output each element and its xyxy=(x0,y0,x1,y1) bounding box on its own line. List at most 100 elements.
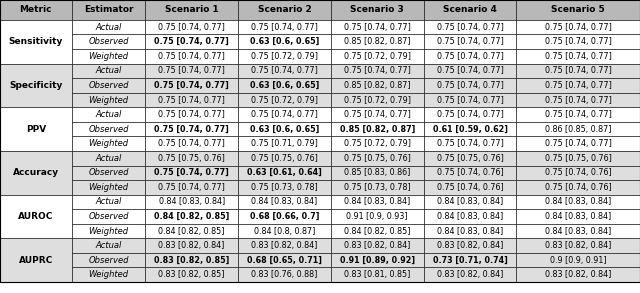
Bar xyxy=(0,151,72,195)
Bar xyxy=(424,151,516,166)
Bar xyxy=(331,180,424,195)
Bar xyxy=(424,253,516,268)
Bar xyxy=(516,35,640,49)
Text: 0.75 [0.74, 0.77]: 0.75 [0.74, 0.77] xyxy=(545,81,612,90)
Text: 0.75 [0.74, 0.77]: 0.75 [0.74, 0.77] xyxy=(344,67,411,75)
Text: 0.85 [0.82, 0.87]: 0.85 [0.82, 0.87] xyxy=(340,125,415,134)
Text: 0.75 [0.72, 0.79]: 0.75 [0.72, 0.79] xyxy=(344,52,411,61)
Text: 0.75 [0.74, 0.77]: 0.75 [0.74, 0.77] xyxy=(158,67,225,75)
Text: Actual: Actual xyxy=(95,197,122,207)
Text: 0.75 [0.74, 0.77]: 0.75 [0.74, 0.77] xyxy=(436,110,504,119)
Bar xyxy=(145,0,238,20)
Bar xyxy=(424,64,516,78)
Text: Weighted: Weighted xyxy=(88,270,129,279)
Text: 0.75 [0.74, 0.77]: 0.75 [0.74, 0.77] xyxy=(154,168,229,177)
Bar xyxy=(516,107,640,122)
Text: 0.75 [0.74, 0.77]: 0.75 [0.74, 0.77] xyxy=(436,37,504,46)
Bar xyxy=(331,93,424,107)
Bar xyxy=(331,224,424,239)
Bar xyxy=(145,209,238,224)
Text: 0.75 [0.74, 0.77]: 0.75 [0.74, 0.77] xyxy=(545,139,612,148)
Text: 0.84 [0.83, 0.84]: 0.84 [0.83, 0.84] xyxy=(344,197,410,207)
Text: 0.75 [0.74, 0.77]: 0.75 [0.74, 0.77] xyxy=(436,96,504,105)
Text: 0.83 [0.82, 0.85]: 0.83 [0.82, 0.85] xyxy=(154,256,229,265)
Bar xyxy=(72,224,145,239)
Bar xyxy=(238,268,331,282)
Text: 0.85 [0.82, 0.87]: 0.85 [0.82, 0.87] xyxy=(344,37,411,46)
Text: 0.75 [0.74, 0.77]: 0.75 [0.74, 0.77] xyxy=(158,52,225,61)
Bar xyxy=(72,180,145,195)
Text: 0.84 [0.82, 0.85]: 0.84 [0.82, 0.85] xyxy=(159,226,225,236)
Bar xyxy=(516,64,640,78)
Text: 0.83 [0.82, 0.84]: 0.83 [0.82, 0.84] xyxy=(545,270,611,279)
Bar xyxy=(516,49,640,64)
Bar xyxy=(0,239,72,282)
Text: 0.75 [0.74, 0.77]: 0.75 [0.74, 0.77] xyxy=(436,81,504,90)
Bar xyxy=(331,209,424,224)
Text: AUROC: AUROC xyxy=(18,212,54,221)
Bar xyxy=(145,253,238,268)
Bar xyxy=(516,166,640,180)
Bar xyxy=(72,137,145,151)
Text: 0.75 [0.74, 0.77]: 0.75 [0.74, 0.77] xyxy=(545,37,612,46)
Text: Scenario 5: Scenario 5 xyxy=(552,6,605,14)
Text: 0.84 [0.83, 0.84]: 0.84 [0.83, 0.84] xyxy=(545,226,611,236)
Bar xyxy=(331,268,424,282)
Bar xyxy=(331,78,424,93)
Text: 0.75 [0.74, 0.76]: 0.75 [0.74, 0.76] xyxy=(545,168,612,177)
Bar xyxy=(145,20,238,35)
Bar xyxy=(424,195,516,209)
Bar xyxy=(424,180,516,195)
Text: 0.83 [0.82, 0.84]: 0.83 [0.82, 0.84] xyxy=(437,270,503,279)
Text: Scenario 1: Scenario 1 xyxy=(165,6,218,14)
Text: 0.84 [0.83, 0.84]: 0.84 [0.83, 0.84] xyxy=(252,197,317,207)
Text: 0.75 [0.72, 0.79]: 0.75 [0.72, 0.79] xyxy=(251,96,318,105)
Bar xyxy=(331,20,424,35)
Text: Accuracy: Accuracy xyxy=(13,168,59,177)
Bar xyxy=(238,166,331,180)
Text: Sensitivity: Sensitivity xyxy=(9,37,63,46)
Text: 0.75 [0.74, 0.77]: 0.75 [0.74, 0.77] xyxy=(545,52,612,61)
Bar xyxy=(145,195,238,209)
Text: 0.61 [0.59, 0.62]: 0.61 [0.59, 0.62] xyxy=(433,125,508,134)
Text: 0.75 [0.74, 0.77]: 0.75 [0.74, 0.77] xyxy=(154,37,229,46)
Bar xyxy=(424,209,516,224)
Bar xyxy=(238,195,331,209)
Text: 0.75 [0.72, 0.79]: 0.75 [0.72, 0.79] xyxy=(344,139,411,148)
Text: 0.84 [0.82, 0.85]: 0.84 [0.82, 0.85] xyxy=(154,212,229,221)
Bar xyxy=(145,137,238,151)
Bar xyxy=(238,93,331,107)
Text: 0.75 [0.74, 0.77]: 0.75 [0.74, 0.77] xyxy=(436,23,504,32)
Bar xyxy=(238,35,331,49)
Text: 0.84 [0.83, 0.84]: 0.84 [0.83, 0.84] xyxy=(545,212,611,221)
Bar xyxy=(72,35,145,49)
Text: 0.91 [0.9, 0.93]: 0.91 [0.9, 0.93] xyxy=(346,212,408,221)
Text: 0.75 [0.74, 0.77]: 0.75 [0.74, 0.77] xyxy=(158,96,225,105)
Bar xyxy=(516,253,640,268)
Bar xyxy=(145,93,238,107)
Bar xyxy=(72,49,145,64)
Bar xyxy=(145,224,238,239)
Bar xyxy=(238,151,331,166)
Text: 0.75 [0.74, 0.76]: 0.75 [0.74, 0.76] xyxy=(436,183,504,192)
Bar xyxy=(0,20,72,64)
Text: Actual: Actual xyxy=(95,23,122,32)
Text: 0.83 [0.81, 0.85]: 0.83 [0.81, 0.85] xyxy=(344,270,410,279)
Bar xyxy=(145,49,238,64)
Bar xyxy=(516,78,640,93)
Bar xyxy=(72,0,145,20)
Text: 0.75 [0.73, 0.78]: 0.75 [0.73, 0.78] xyxy=(251,183,318,192)
Bar xyxy=(331,195,424,209)
Text: Scenario 2: Scenario 2 xyxy=(258,6,311,14)
Bar xyxy=(331,239,424,253)
Bar xyxy=(238,107,331,122)
Bar xyxy=(424,78,516,93)
Bar xyxy=(238,122,331,137)
Bar xyxy=(72,20,145,35)
Bar xyxy=(516,268,640,282)
Text: Actual: Actual xyxy=(95,110,122,119)
Bar xyxy=(72,268,145,282)
Bar xyxy=(145,166,238,180)
Text: 0.75 [0.74, 0.76]: 0.75 [0.74, 0.76] xyxy=(545,183,612,192)
Bar xyxy=(424,239,516,253)
